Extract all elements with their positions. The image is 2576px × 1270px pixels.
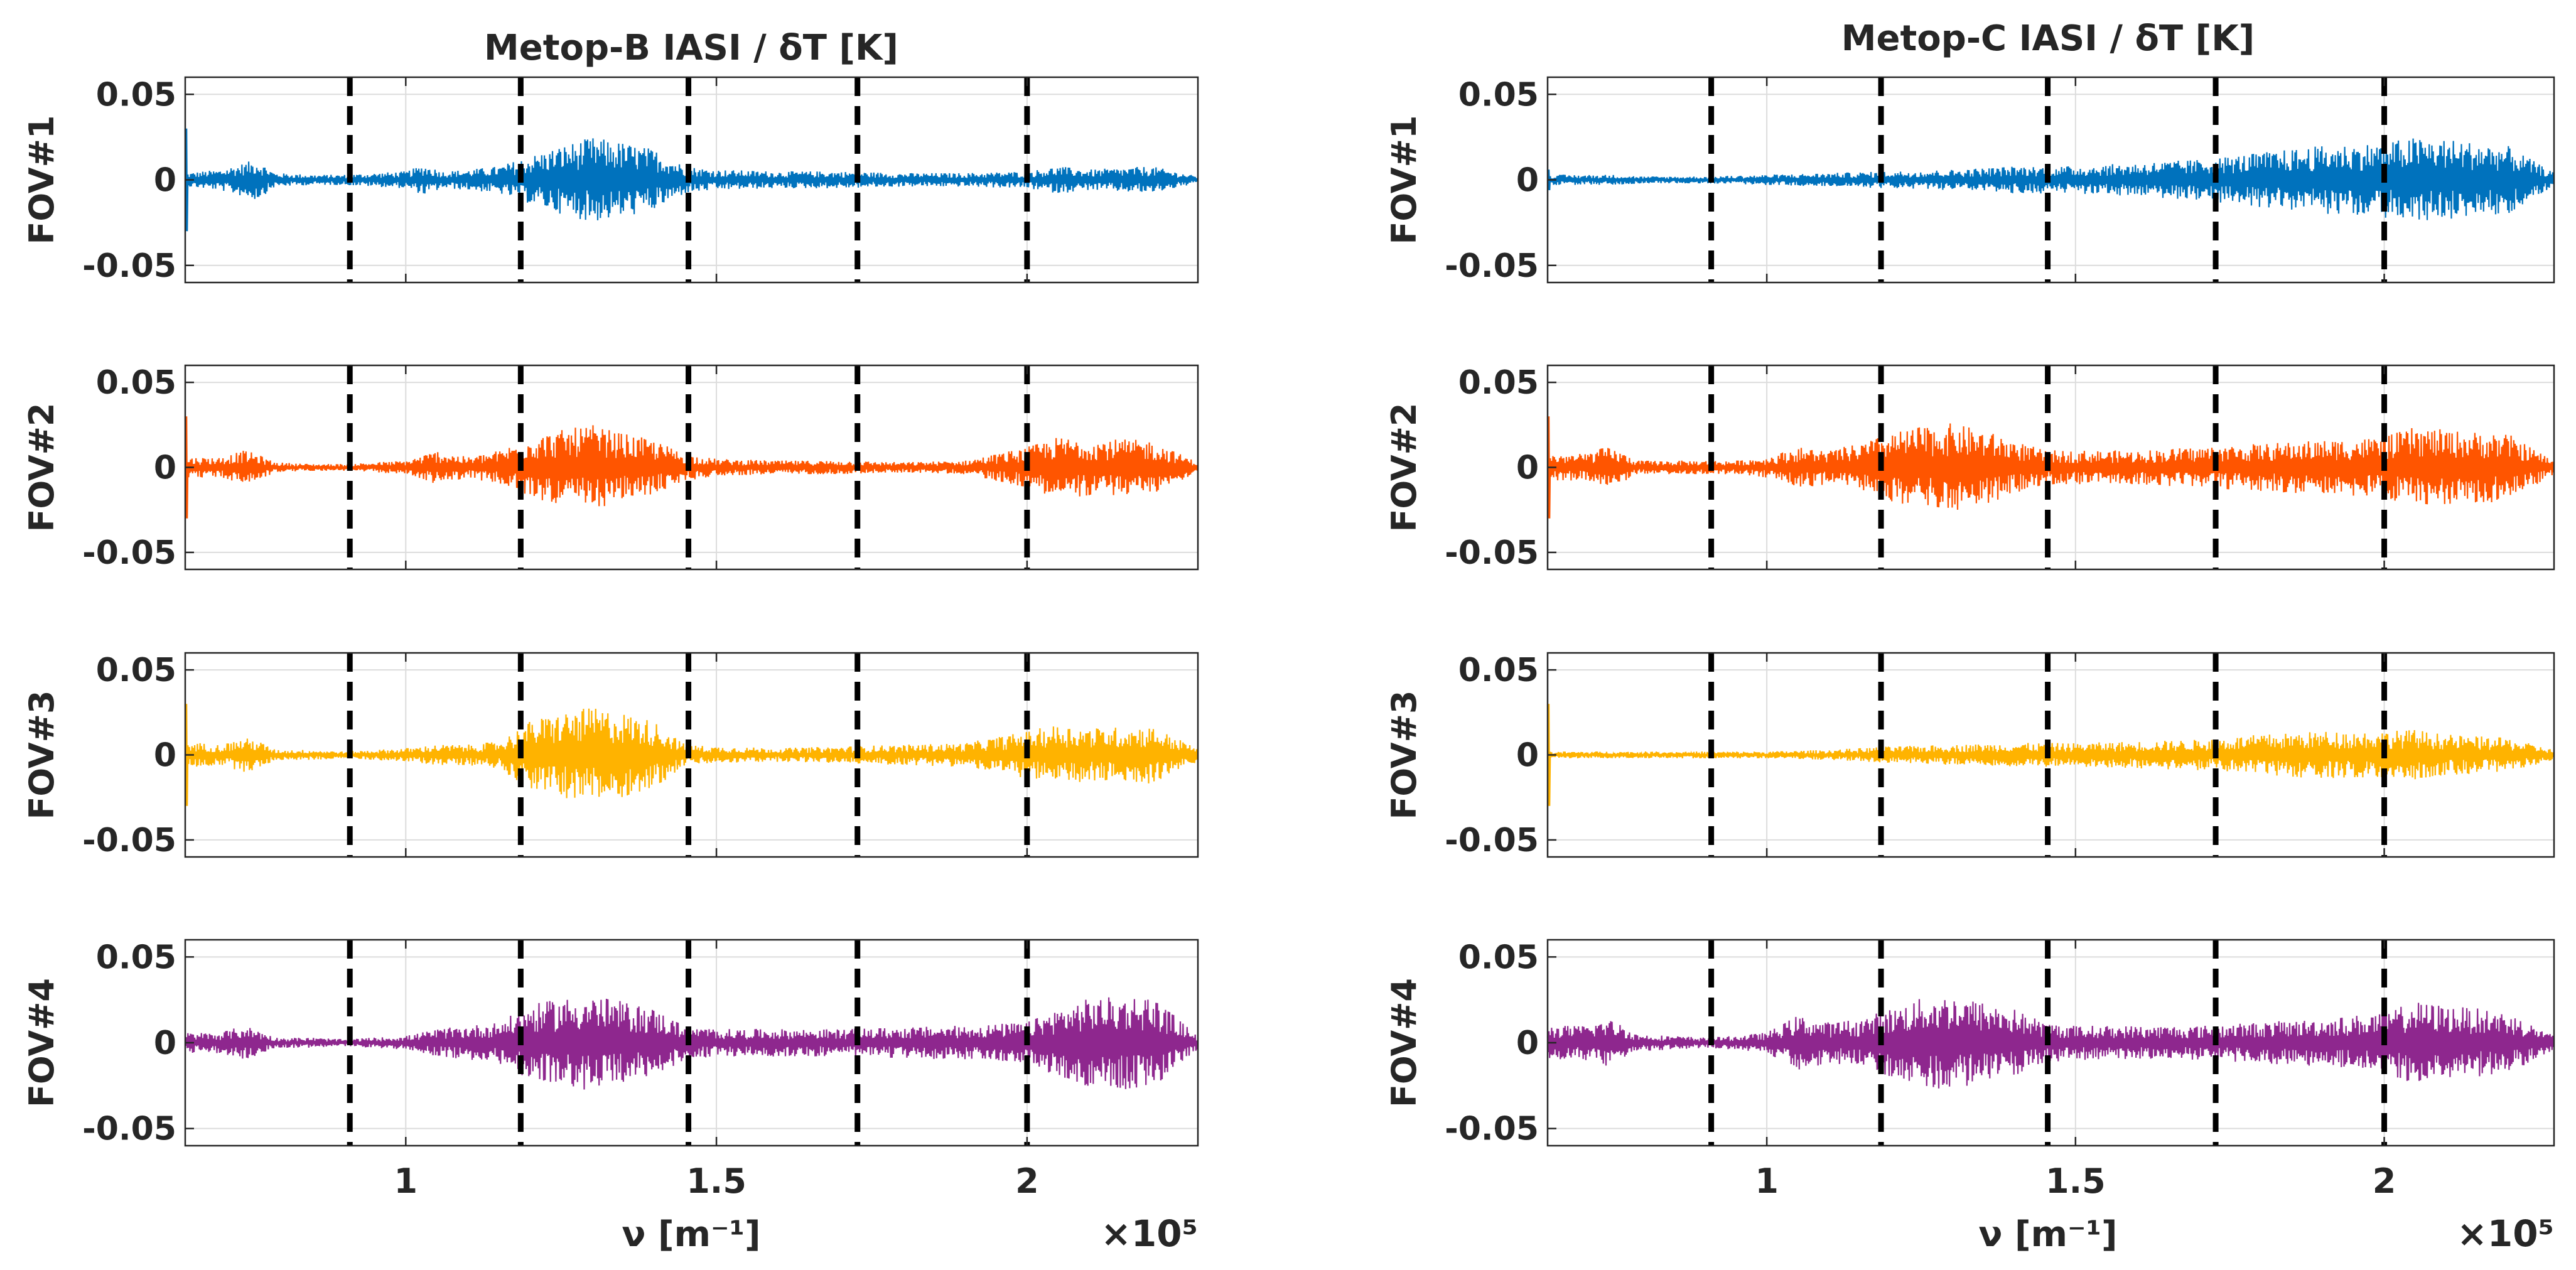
y-tick-label: -0.05	[1445, 247, 1539, 285]
y-tick-label: 0	[1516, 449, 1539, 487]
y-axis-label-fov3: FOV#3	[1384, 691, 1424, 820]
subplot-metop-b-fov4: -0.05 0 0.05 1 1.5 2 FOV#4	[22, 939, 1199, 1201]
y-tick-label: 0	[1516, 1025, 1539, 1062]
y-tick-label: -0.05	[82, 247, 176, 285]
subplot-metop-b-fov1: -0.05 0 0.05 FOV#1	[22, 76, 1199, 285]
y-axis-label-fov1: FOV#1	[1384, 116, 1424, 245]
y-tick-label: 0	[154, 449, 176, 487]
y-axis-label-fov2: FOV#2	[1384, 403, 1424, 532]
y-tick-label: 0	[1516, 162, 1539, 200]
subplot-metop-c-fov2: -0.05 0 0.05 FOV#2	[1384, 364, 2555, 572]
y-tick-label: 0	[154, 162, 176, 200]
y-tick-label: -0.05	[1445, 534, 1539, 572]
signal-trace-fov3	[184, 704, 1199, 806]
x-tick-label: 1.5	[2045, 1161, 2106, 1201]
y-tick-label: -0.05	[82, 534, 176, 572]
y-tick-label: -0.05	[82, 1111, 176, 1148]
y-tick-label: 0.05	[1458, 939, 1539, 976]
metop-b-x-axis-label: ν [m⁻¹]	[622, 1214, 760, 1255]
metop-c-x-exponent-label: ×10⁵	[2457, 1212, 2554, 1255]
x-tick-label: 1.5	[686, 1161, 746, 1201]
signal-trace-fov3	[1546, 704, 2555, 806]
subplot-grid: -0.05 0 0.05 FOV#1 -0.05 0 0.05 FOV#2 -0.05 0 0.05…	[22, 76, 2555, 1201]
x-tick-label: 2	[1015, 1161, 1039, 1201]
y-tick-label: -0.05	[82, 822, 176, 859]
subplot-metop-c-fov4: -0.05 0 0.05 1 1.5 2 FOV#4	[1384, 939, 2555, 1201]
y-axis-label-fov2: FOV#2	[22, 403, 62, 532]
y-tick-label: 0.05	[96, 939, 176, 976]
y-tick-label: 0.05	[96, 652, 176, 689]
y-tick-label: 0.05	[1458, 364, 1539, 402]
y-axis-label-fov3: FOV#3	[22, 691, 62, 820]
y-tick-label: 0	[154, 1025, 176, 1062]
metop-b-title: Metop-B IASI / δT [K]	[484, 28, 898, 68]
subplot-metop-c-fov3: -0.05 0 0.05 FOV#3	[1384, 652, 2555, 859]
x-tick-label: 2	[2373, 1161, 2396, 1201]
metop-b-x-exponent-label: ×10⁵	[1101, 1212, 1198, 1255]
y-tick-label: 0.05	[1458, 76, 1539, 114]
x-tick-label: 1	[1755, 1161, 1779, 1201]
metop-c-title: Metop-C IASI / δT [K]	[1841, 18, 2255, 59]
subplot-metop-b-fov2: -0.05 0 0.05 FOV#2	[22, 364, 1199, 572]
signal-trace-fov4	[184, 997, 1199, 1090]
x-tick-label: 1	[394, 1161, 418, 1201]
signal-trace-fov2	[184, 416, 1199, 519]
metop-c-x-axis-label: ν [m⁻¹]	[1978, 1214, 2117, 1255]
y-axis-label-fov4: FOV#4	[22, 978, 62, 1107]
y-axis-label-fov4: FOV#4	[1384, 978, 1424, 1107]
y-tick-label: 0.05	[1458, 652, 1539, 689]
y-tick-label: 0.05	[96, 76, 176, 114]
y-tick-label: 0	[154, 737, 176, 775]
y-tick-label: 0.05	[96, 364, 176, 402]
y-tick-label: -0.05	[1445, 822, 1539, 859]
subplot-metop-b-fov3: -0.05 0 0.05 FOV#3	[22, 652, 1199, 859]
y-tick-label: -0.05	[1445, 1111, 1539, 1148]
subplot-metop-c-fov1: -0.05 0 0.05 FOV#1	[1384, 76, 2555, 285]
y-axis-label-fov1: FOV#1	[22, 116, 62, 245]
y-tick-label: 0	[1516, 737, 1539, 775]
